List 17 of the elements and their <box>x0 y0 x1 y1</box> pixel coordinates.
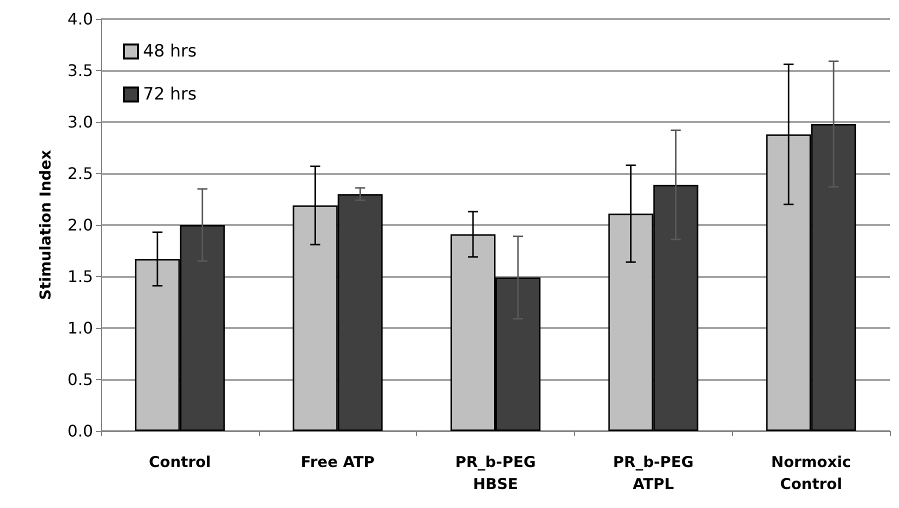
y-tick-label: 3.0 <box>68 112 93 132</box>
y-axis-title: Stimulation Index <box>36 150 54 300</box>
x-tick-label: Free ATP <box>300 453 375 471</box>
y-tick-label: 0.0 <box>68 422 93 440</box>
x-tick-label: Normoxic Control <box>771 453 852 493</box>
legend-label: 72 hrs <box>143 84 197 104</box>
x-tick-label: PR_b-PEG HBSE <box>455 453 536 493</box>
y-tick-label: 3.5 <box>68 61 93 80</box>
y-tick-label: 2.0 <box>68 216 93 234</box>
x-tick-label: Control <box>148 453 211 471</box>
y-tick-label: 0.5 <box>68 370 93 389</box>
y-tick-label: 1.5 <box>68 267 93 286</box>
x-tick-label: PR_b-PEG ATPL <box>613 453 694 493</box>
y-tick-label: 2.5 <box>68 164 93 183</box>
y-tick-label: 1.0 <box>68 318 93 338</box>
y-tick-label: 4.0 <box>68 10 93 28</box>
legend-label: 48 hrs <box>143 42 197 62</box>
